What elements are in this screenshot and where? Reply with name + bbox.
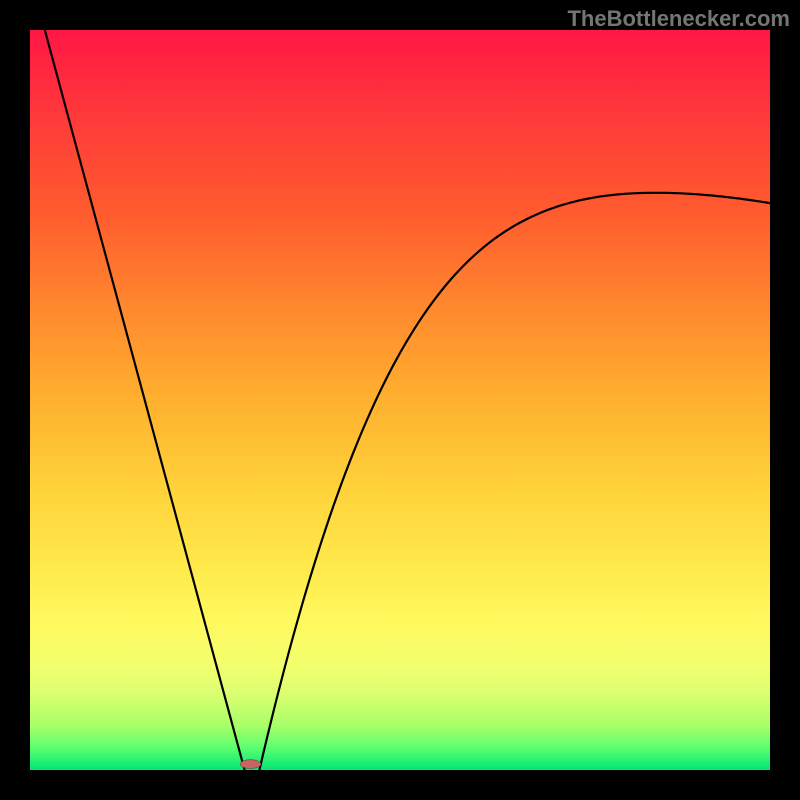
chart-svg bbox=[0, 0, 800, 800]
chart-container: TheBottlenecker.com bbox=[0, 0, 800, 800]
watermark-text: TheBottlenecker.com bbox=[567, 6, 790, 32]
plot-background-gradient bbox=[30, 30, 770, 770]
bottleneck-marker bbox=[240, 760, 261, 769]
